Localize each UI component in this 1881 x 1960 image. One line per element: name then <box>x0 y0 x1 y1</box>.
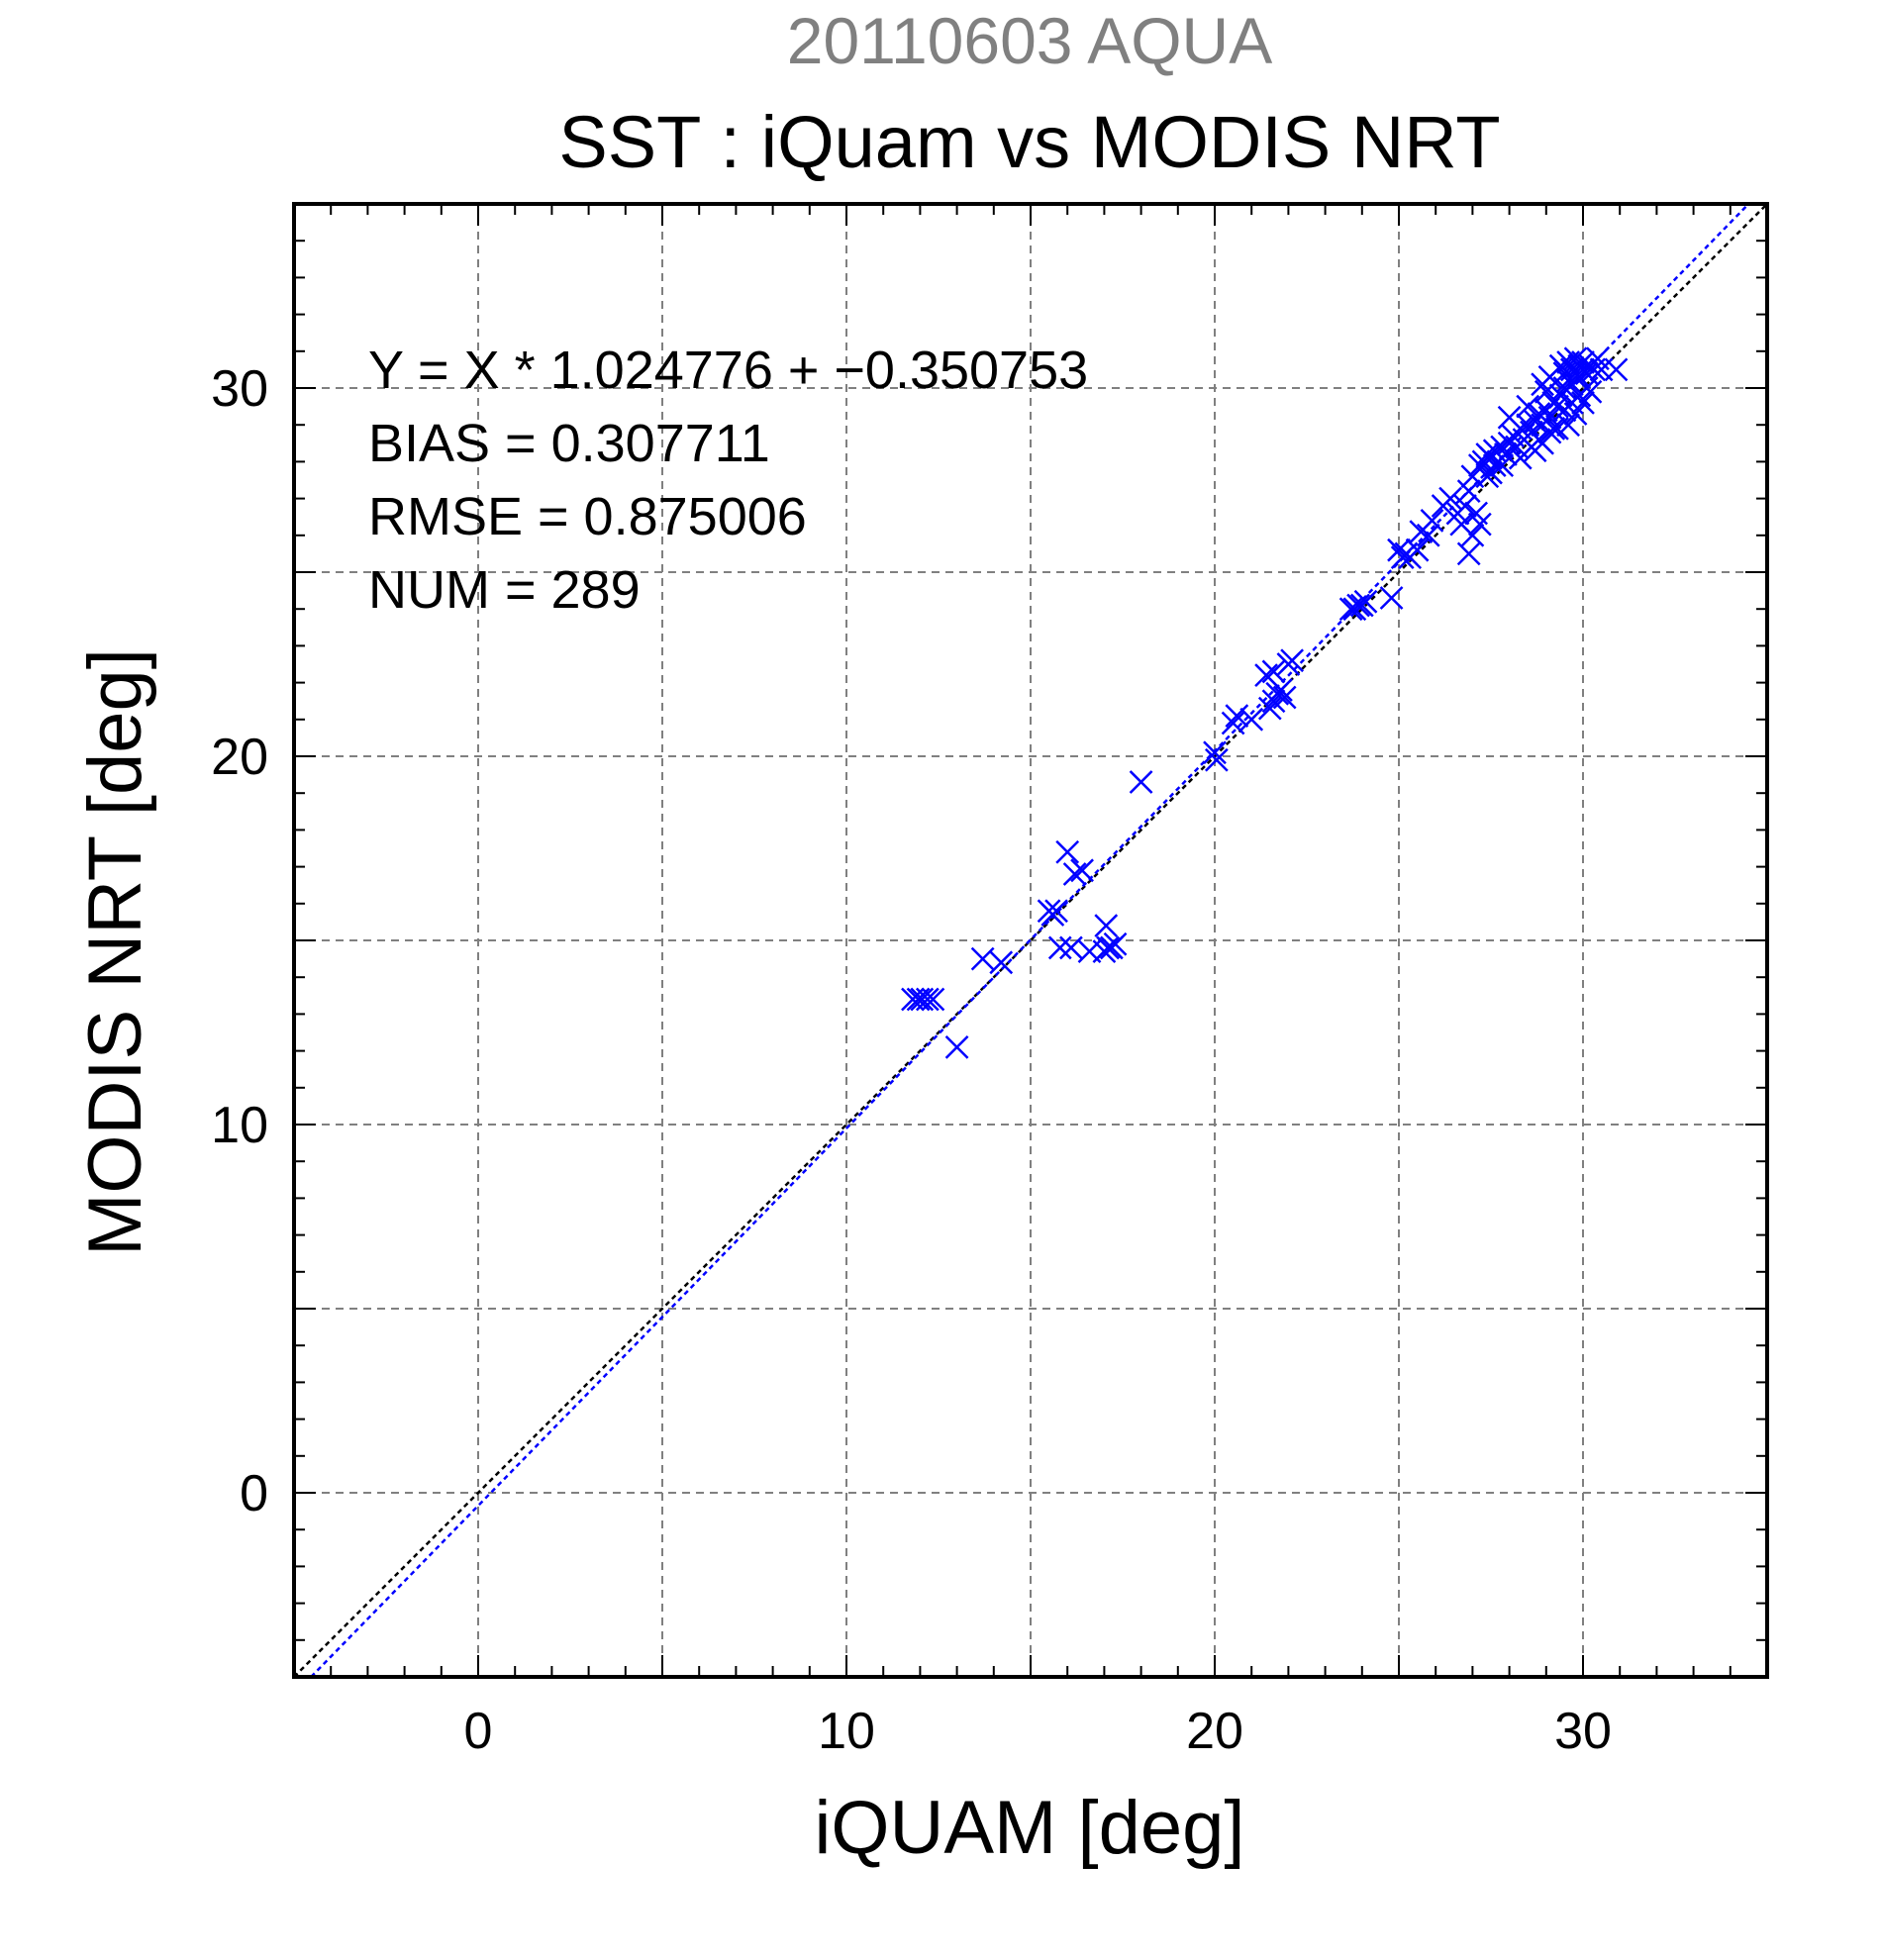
data-point-marker <box>1438 486 1462 511</box>
data-point-marker <box>1556 413 1581 438</box>
data-point-marker <box>1204 747 1229 772</box>
data-point-marker <box>1534 379 1558 404</box>
y-tick-labels: 0 10 20 30 <box>211 360 268 1522</box>
data-point-marker <box>1257 696 1282 721</box>
data-point-marker <box>1456 479 1481 504</box>
bias-text: BIAS = 0.307711 <box>368 414 770 473</box>
data-point-marker <box>1387 538 1411 562</box>
x-tick-label: 20 <box>1186 1703 1243 1760</box>
data-point-marker <box>1552 361 1577 386</box>
data-point-marker <box>1416 523 1440 547</box>
data-point-marker <box>1585 346 1610 371</box>
fit-equation-text: Y = X * 1.024776 + −0.350753 <box>368 341 1088 400</box>
data-point-marker <box>1460 523 1485 547</box>
plot-frame <box>292 202 1769 1679</box>
data-point-marker <box>1280 648 1305 673</box>
data-point-marker <box>1272 685 1297 710</box>
y-tick-label: 30 <box>211 360 268 418</box>
data-point-marker <box>944 1034 969 1059</box>
data-point-marker <box>1044 899 1068 924</box>
data-point-marker <box>1047 935 1072 960</box>
x-axis-label: iQUAM [deg] <box>814 1786 1244 1870</box>
data-point-marker <box>1353 589 1378 614</box>
data-point-marker <box>1096 935 1121 960</box>
data-point-marker <box>1559 357 1584 382</box>
data-point-marker <box>1604 357 1629 382</box>
data-point-marker <box>1516 394 1540 419</box>
data-point-marker <box>1129 770 1153 794</box>
data-point-marker <box>989 950 1014 975</box>
data-point-marker <box>1094 914 1119 938</box>
data-point-marker <box>1420 509 1444 533</box>
data-point-marker <box>1103 931 1128 956</box>
rmse-text: RMSE = 0.875006 <box>368 487 807 546</box>
data-point-marker <box>1405 538 1430 562</box>
data-point-marker <box>1482 453 1507 478</box>
data-point-marker <box>921 987 945 1012</box>
x-tick-label: 30 <box>1554 1703 1612 1760</box>
y-tick-label: 10 <box>211 1097 268 1154</box>
data-point-marker <box>1490 453 1515 478</box>
data-point-marker <box>910 987 935 1012</box>
data-point-marker <box>1379 586 1404 610</box>
x-tick-label: 0 <box>464 1703 493 1760</box>
data-point-marker <box>1059 935 1083 960</box>
data-point-marker <box>1497 431 1522 455</box>
chart-title: SST : iQuam vs MODIS NRT <box>558 101 1500 183</box>
data-point-marker <box>1567 353 1592 378</box>
data-point-marker <box>1508 445 1533 470</box>
data-point-marker <box>1203 740 1227 765</box>
chart-date-title: 20110603 AQUA <box>787 4 1273 77</box>
data-point-marker <box>1475 464 1500 489</box>
x-tick-label: 10 <box>818 1703 875 1760</box>
data-point-marker <box>1221 711 1245 735</box>
data-point-marker <box>1070 858 1094 883</box>
data-point-marker <box>1453 494 1477 518</box>
grid-lines <box>294 204 1767 1677</box>
num-text: NUM = 289 <box>368 560 641 620</box>
data-point-marker <box>915 987 940 1012</box>
data-point-marker <box>970 946 995 971</box>
data-point-marker <box>1456 541 1481 566</box>
y-tick-label: 20 <box>211 729 268 786</box>
data-point-marker <box>1225 704 1249 728</box>
data-point-marker <box>1578 379 1603 404</box>
data-point-marker <box>1346 593 1370 618</box>
y-tick-label: 0 <box>240 1465 268 1522</box>
data-point-marker <box>1497 405 1522 430</box>
data-point-marker <box>1055 839 1080 864</box>
data-point-marker <box>1563 402 1588 426</box>
data-point-marker <box>1062 862 1087 886</box>
data-point-marker <box>1269 678 1293 702</box>
data-point-marker <box>1541 417 1566 441</box>
data-point-marker <box>1239 707 1264 732</box>
data-point-marker <box>1571 390 1595 415</box>
data-point-marker <box>1467 512 1492 537</box>
x-tick-labels: 0 10 20 30 <box>464 1703 1612 1760</box>
data-point-marker <box>1261 659 1286 684</box>
data-point-marker <box>1537 364 1562 389</box>
data-points <box>901 346 1629 1059</box>
data-point-marker <box>1527 428 1551 451</box>
y-axis-label: MODIS NRT [deg] <box>73 648 157 1256</box>
